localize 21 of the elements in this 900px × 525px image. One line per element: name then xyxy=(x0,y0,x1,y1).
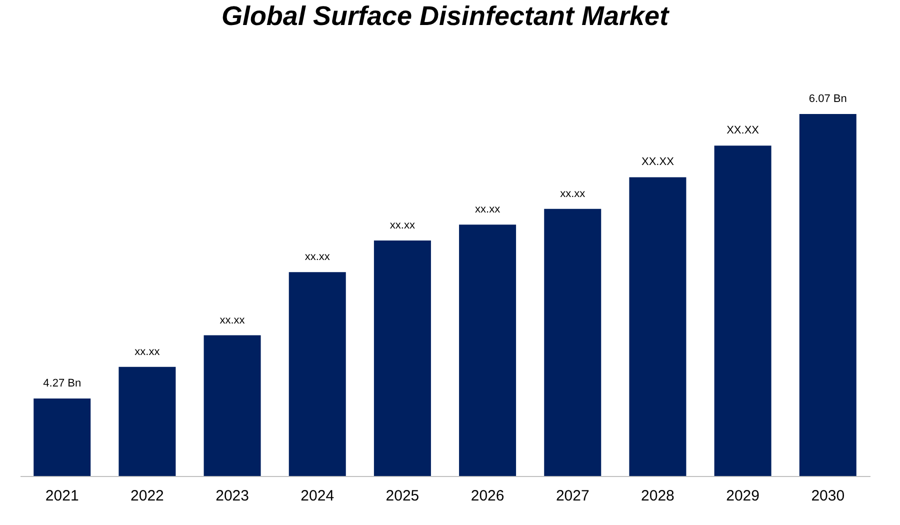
data-label: xx.xx xyxy=(475,204,501,216)
data-label: xx.xx xyxy=(390,219,416,232)
data-label: 4.27 Bn xyxy=(43,378,82,390)
data-label: XX.XX xyxy=(642,156,675,168)
x-tick-label: 2026 xyxy=(470,488,504,504)
x-tick-label: 2030 xyxy=(811,488,845,504)
x-tick-label: 2028 xyxy=(641,488,674,504)
data-label: xx.xx xyxy=(560,188,586,200)
x-tick-label: 2021 xyxy=(45,488,79,504)
data-label: 6.07 Bn xyxy=(808,93,847,105)
x-tick-label: 2022 xyxy=(130,488,164,504)
chart-title: Global Surface Disinfectant Market xyxy=(221,1,670,31)
x-tick-label: 2023 xyxy=(216,488,249,504)
x-tick-label: 2025 xyxy=(386,488,420,504)
x-tick-label: 2027 xyxy=(556,488,590,504)
x-tick-label: 2029 xyxy=(726,488,760,504)
data-label: xx.xx xyxy=(220,314,246,326)
data-label: xx.xx xyxy=(134,346,160,358)
data-label: XX.XX xyxy=(726,124,760,137)
x-tick-label: 2024 xyxy=(300,488,334,504)
data-label: xx.xx xyxy=(304,251,330,264)
